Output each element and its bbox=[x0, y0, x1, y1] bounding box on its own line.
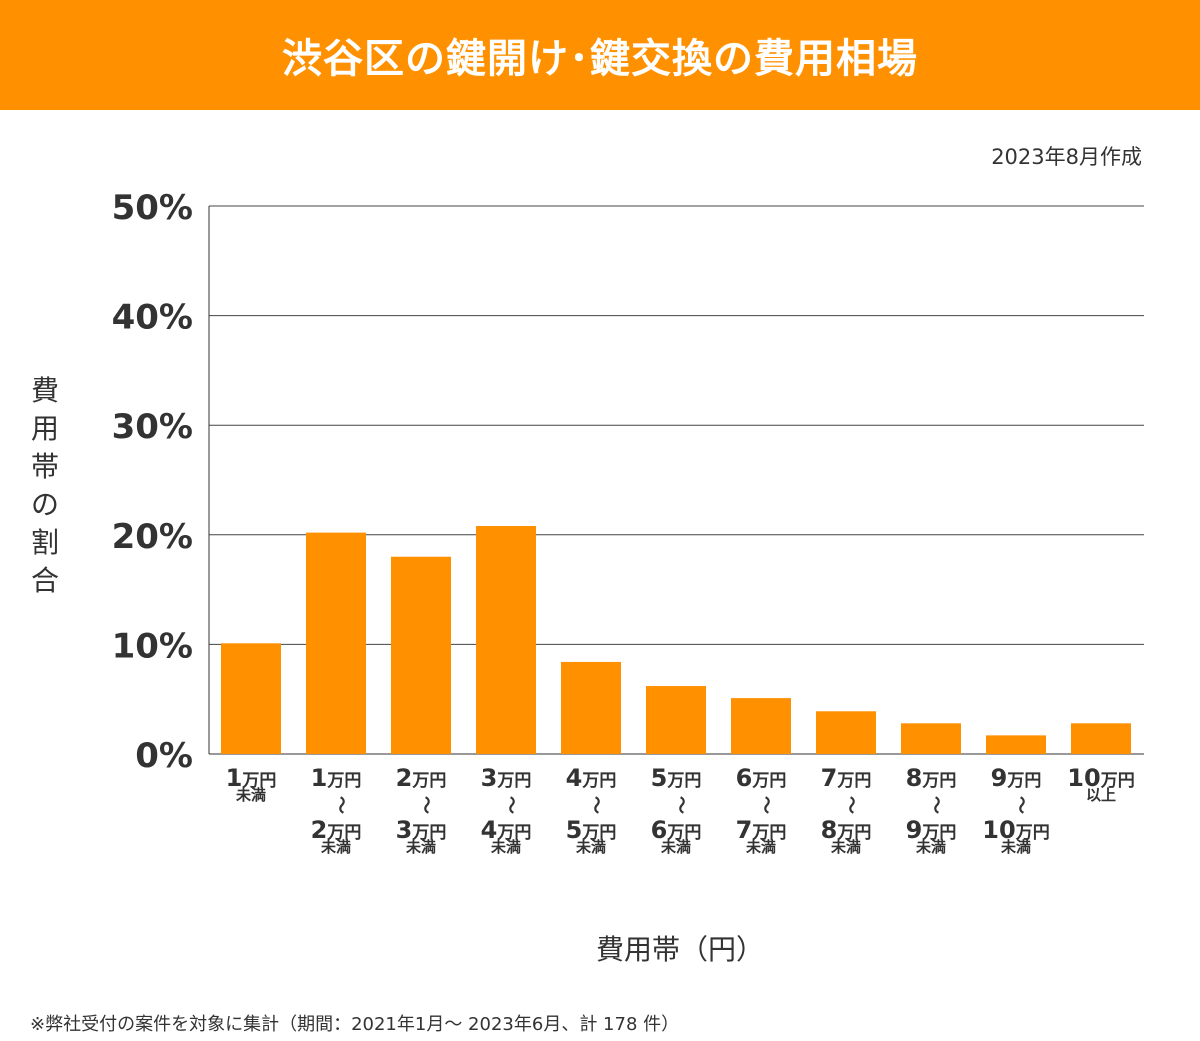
amount: 10万円 bbox=[1067, 764, 1135, 792]
amount: 2万円 bbox=[395, 764, 447, 792]
qualifier: 未満 bbox=[575, 838, 606, 856]
qualifier: 以上 bbox=[1085, 786, 1116, 804]
x-tick-label: 9万円〜 10万円 未満 bbox=[971, 766, 1061, 865]
x-tick-label: 10万円 以上 bbox=[1056, 766, 1146, 813]
bar bbox=[816, 711, 876, 754]
y-tick-label: 40% bbox=[112, 298, 193, 338]
range-tilde: 〜 bbox=[755, 796, 776, 814]
qualifier: 未満 bbox=[915, 838, 946, 856]
header-banner: 渋谷区の鍵開け･鍵交換の費用相場 bbox=[0, 0, 1200, 110]
date-note: 2023年8月作成 bbox=[991, 145, 1142, 169]
amount: 3万円 bbox=[480, 764, 532, 792]
qualifier: 未満 bbox=[320, 838, 351, 856]
range-tilde: 〜 bbox=[1010, 796, 1031, 814]
x-tick-label: 8万円〜 9万円 未満 bbox=[886, 766, 976, 865]
x-tick-label: 1万円〜 2万円 未満 bbox=[291, 766, 381, 865]
qualifier: 未満 bbox=[235, 786, 266, 804]
x-tick-label: 4万円〜 5万円 未満 bbox=[546, 766, 636, 865]
y-tick-label: 30% bbox=[112, 407, 193, 447]
range-tilde: 〜 bbox=[330, 796, 351, 814]
bar bbox=[391, 556, 451, 754]
qualifier: 未満 bbox=[1000, 838, 1031, 856]
bar bbox=[476, 526, 536, 754]
y-tick-label: 50% bbox=[112, 188, 193, 228]
amount: 8万円 bbox=[905, 764, 957, 792]
range-tilde: 〜 bbox=[415, 796, 436, 814]
amount: 9万円 bbox=[990, 764, 1042, 792]
amount: 3万円 bbox=[395, 816, 447, 844]
bar bbox=[221, 643, 281, 754]
amount: 1万円 bbox=[225, 764, 277, 792]
bar bbox=[1071, 723, 1131, 754]
x-tick-label: 5万円〜 6万円 未満 bbox=[631, 766, 721, 865]
amount: 9万円 bbox=[905, 816, 957, 844]
y-tick-label: 0% bbox=[135, 736, 193, 776]
qualifier: 未満 bbox=[405, 838, 436, 856]
footnote: ※弊社受付の案件を対象に集計（期間：2021年1月～ 2023年6月、計 178… bbox=[30, 1014, 680, 1035]
x-axis-label: 費用帯（円） bbox=[595, 933, 764, 966]
bar bbox=[646, 686, 706, 754]
qualifier: 未満 bbox=[660, 838, 691, 856]
x-tick-label: 1万円 未満 bbox=[206, 766, 296, 813]
x-tick-label: 2万円〜 3万円 未満 bbox=[376, 766, 466, 865]
amount: 4万円 bbox=[565, 764, 617, 792]
y-tick-label: 20% bbox=[112, 517, 193, 557]
qualifier: 未満 bbox=[830, 838, 861, 856]
x-tick-label: 7万円〜 8万円 未満 bbox=[801, 766, 891, 865]
range-tilde: 〜 bbox=[500, 796, 521, 814]
range-tilde: 〜 bbox=[670, 796, 691, 814]
amount: 5万円 bbox=[565, 816, 617, 844]
qualifier: 未満 bbox=[490, 838, 521, 856]
amount: 5万円 bbox=[650, 764, 702, 792]
range-tilde: 〜 bbox=[585, 796, 606, 814]
amount: 6万円 bbox=[735, 764, 787, 792]
x-tick-label: 3万円〜 4万円 未満 bbox=[461, 766, 551, 865]
amount: 4万円 bbox=[480, 816, 532, 844]
page-title: 渋谷区の鍵開け･鍵交換の費用相場 bbox=[282, 36, 918, 82]
amount: 10万円 bbox=[982, 816, 1050, 844]
bar bbox=[986, 735, 1046, 754]
amount: 1万円 bbox=[310, 764, 362, 792]
y-axis-label: 費用帯の割合 bbox=[30, 374, 59, 597]
range-tilde: 〜 bbox=[925, 796, 946, 814]
qualifier: 未満 bbox=[745, 838, 776, 856]
bar bbox=[731, 698, 791, 754]
amount: 6万円 bbox=[650, 816, 702, 844]
bar bbox=[561, 661, 621, 754]
amount: 7万円 bbox=[735, 816, 787, 844]
amount: 2万円 bbox=[310, 816, 362, 844]
bar bbox=[901, 723, 961, 754]
amount: 7万円 bbox=[820, 764, 872, 792]
range-tilde: 〜 bbox=[840, 796, 861, 814]
y-tick-label: 10% bbox=[112, 626, 193, 666]
bar bbox=[306, 532, 366, 754]
x-tick-label: 6万円〜 7万円 未満 bbox=[716, 766, 806, 865]
amount: 8万円 bbox=[820, 816, 872, 844]
